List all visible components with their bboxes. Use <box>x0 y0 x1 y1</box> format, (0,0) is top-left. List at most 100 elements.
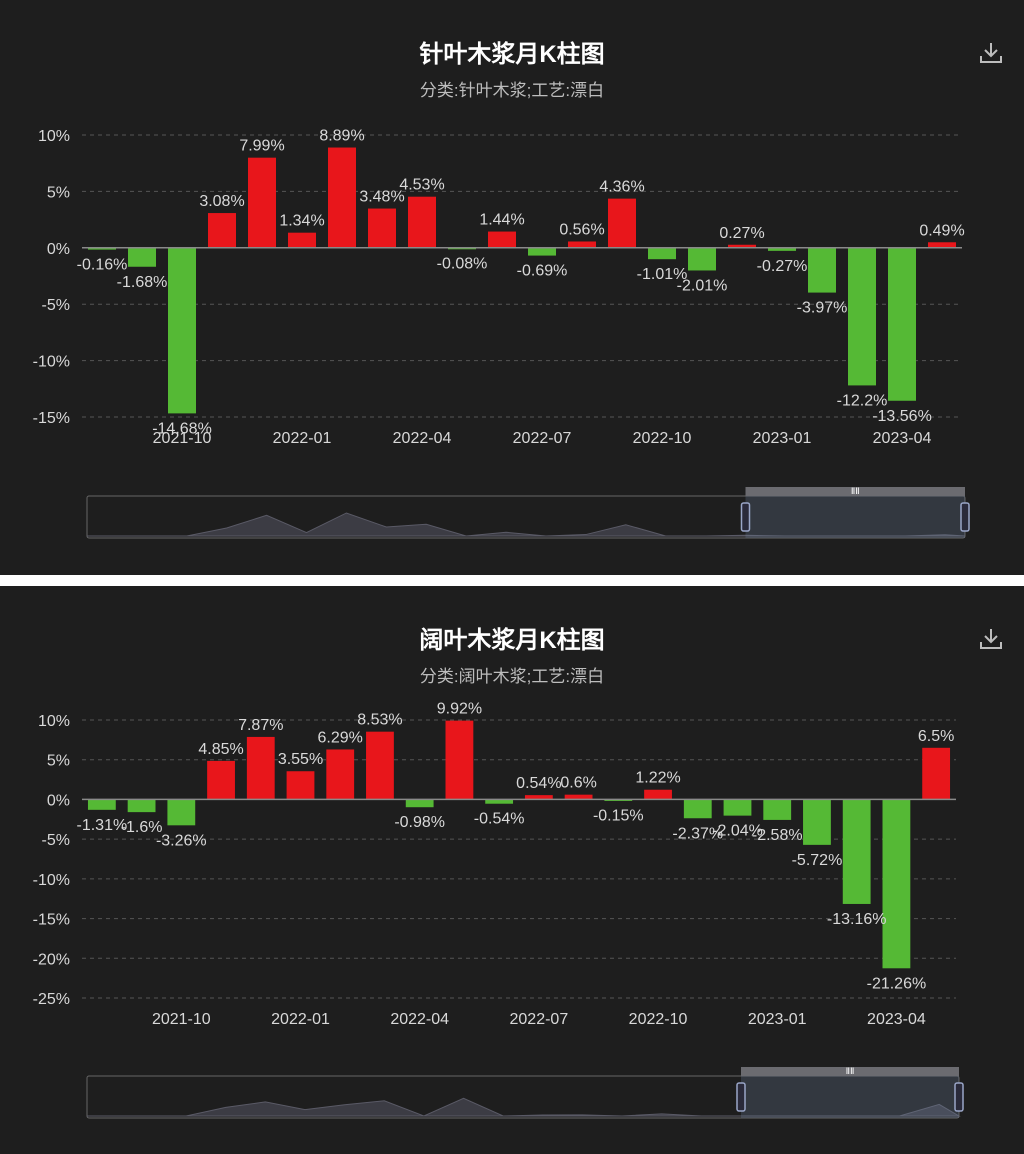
x-tick-label: 2023-01 <box>753 430 812 447</box>
data-label: -5.72% <box>792 852 843 869</box>
bar[interactable] <box>87 799 116 810</box>
y-tick-label: -15% <box>33 410 70 427</box>
zoom-preview-area <box>87 1097 961 1117</box>
y-tick-label: -20% <box>33 951 70 968</box>
bar[interactable] <box>168 247 196 414</box>
data-label: -12.2% <box>837 392 888 409</box>
data-label: 8.53% <box>357 712 402 729</box>
bar[interactable] <box>128 247 156 267</box>
data-label: 1.34% <box>279 213 324 230</box>
zoom-handle-right[interactable] <box>954 1082 964 1112</box>
bar[interactable] <box>723 799 752 816</box>
data-label: 1.22% <box>635 770 680 787</box>
x-tick-label: 2022-07 <box>510 1011 569 1028</box>
data-label: 6.29% <box>318 729 363 746</box>
bar[interactable] <box>888 247 916 401</box>
zoom-selection[interactable] <box>741 1076 959 1118</box>
x-tick-label: 2022-07 <box>513 430 572 447</box>
data-label: -0.15% <box>593 808 644 825</box>
bar[interactable] <box>644 789 672 800</box>
y-tick-label: -10% <box>33 872 70 889</box>
zoom-selection[interactable] <box>745 496 966 538</box>
download-button[interactable] <box>978 40 1004 66</box>
bar[interactable] <box>207 760 235 800</box>
bar[interactable] <box>368 208 396 248</box>
chart-title: 阔叶木浆月K柱图 <box>419 627 605 654</box>
bar[interactable] <box>763 799 792 820</box>
bar[interactable] <box>288 232 316 248</box>
bar[interactable] <box>928 242 956 248</box>
x-tick-label: 2021-10 <box>153 430 212 447</box>
bar[interactable] <box>167 799 196 826</box>
data-label: -3.97% <box>797 300 848 317</box>
data-label: -13.16% <box>827 911 887 928</box>
data-label: -13.56% <box>872 408 932 425</box>
download-icon <box>980 43 1002 63</box>
bar[interactable] <box>608 198 636 248</box>
data-label: 0.27% <box>719 225 764 242</box>
data-label: -0.27% <box>757 258 808 275</box>
y-tick-label: -10% <box>33 354 70 371</box>
bar[interactable] <box>208 213 236 248</box>
zoom-selection-bar[interactable] <box>745 487 966 496</box>
bar[interactable] <box>922 747 951 800</box>
bar[interactable] <box>127 799 156 813</box>
data-label: -0.16% <box>77 257 128 274</box>
bar[interactable] <box>246 736 275 800</box>
bar[interactable] <box>768 247 796 251</box>
x-tick-label: 2022-04 <box>390 1011 449 1028</box>
bar[interactable] <box>808 247 836 293</box>
zoom-handle-left[interactable] <box>740 502 751 532</box>
zoom-selection-bar[interactable] <box>741 1067 959 1076</box>
chart-panel-softwood: 针叶木浆月K柱图 分类:针叶木浆;工艺:漂白 10% 5% 0% -5% -10% -15… <box>0 0 1024 575</box>
bar[interactable] <box>803 799 831 845</box>
data-label: 7.99% <box>239 138 284 155</box>
bar[interactable] <box>328 147 356 248</box>
bar[interactable] <box>842 799 871 904</box>
bar[interactable] <box>248 157 276 248</box>
zoom-preview-area <box>87 512 966 537</box>
bar[interactable] <box>488 231 516 248</box>
zoom-handle-right[interactable] <box>960 502 970 532</box>
bar[interactable] <box>648 247 676 260</box>
chart-title: 针叶木浆月K柱图 <box>419 41 605 68</box>
bar[interactable] <box>286 771 315 800</box>
data-label: -3.26% <box>156 832 207 849</box>
bar[interactable] <box>568 241 596 248</box>
bar[interactable] <box>564 794 593 800</box>
bar[interactable] <box>445 720 474 800</box>
zoom-handle-left[interactable] <box>736 1082 746 1112</box>
x-tick-label: 2022-04 <box>393 430 452 447</box>
data-label: 1.44% <box>479 212 524 229</box>
data-label: 0.49% <box>919 222 964 239</box>
grip-icon: ⅡⅡ <box>851 486 860 496</box>
bar[interactable] <box>524 795 553 800</box>
data-label: -0.98% <box>394 814 445 831</box>
y-tick-label: -5% <box>42 297 70 314</box>
x-tick-label: 2022-01 <box>273 430 332 447</box>
bar[interactable] <box>528 247 556 256</box>
x-tick-label: 2022-01 <box>271 1011 330 1028</box>
bar[interactable] <box>366 731 394 800</box>
x-tick-label: 2023-04 <box>873 430 932 447</box>
bar[interactable] <box>485 799 514 804</box>
data-label: -0.54% <box>474 811 525 828</box>
bar[interactable] <box>882 799 911 969</box>
bar[interactable] <box>604 799 633 801</box>
download-button[interactable] <box>978 626 1004 652</box>
bar-chart-softwood: 10% 5% 0% -5% -10% -15% 2021-10 2022-01 2022-04 2… <box>33 128 970 539</box>
bar[interactable] <box>728 244 756 248</box>
bar[interactable] <box>88 247 116 250</box>
bar[interactable] <box>326 749 355 800</box>
chart-panel-hardwood: 阔叶木浆月K柱图 分类:阔叶木浆;工艺:漂白 10% 5% 0% -5% -10% -15… <box>0 586 1024 1154</box>
bar[interactable] <box>405 799 434 808</box>
data-label: -1.01% <box>637 266 688 283</box>
bar[interactable] <box>688 247 716 271</box>
bar[interactable] <box>683 799 712 819</box>
data-label: 3.08% <box>199 193 244 210</box>
bar[interactable] <box>408 196 436 248</box>
data-label: 4.53% <box>399 177 444 194</box>
chart-subtitle: 分类:阔叶木浆;工艺:漂白 <box>419 667 605 686</box>
data-label: 6.5% <box>918 728 954 745</box>
bar[interactable] <box>848 247 876 386</box>
